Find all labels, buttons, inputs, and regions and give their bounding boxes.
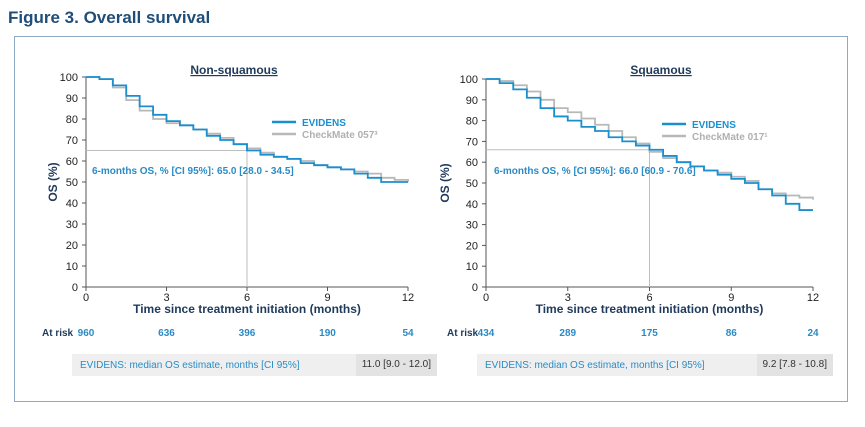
x-tick-label: 12 bbox=[402, 292, 414, 304]
at-risk-value: 434 bbox=[478, 328, 495, 339]
x-tick-label: 3 bbox=[163, 292, 169, 304]
y-tick-label: 60 bbox=[66, 156, 78, 168]
x-tick-label: 0 bbox=[483, 292, 489, 304]
y-tick-label: 10 bbox=[466, 261, 478, 273]
at-risk-value: 54 bbox=[402, 328, 414, 339]
y-tick-label: 90 bbox=[66, 93, 78, 105]
y-tick-label: 50 bbox=[466, 178, 478, 190]
figure-frame bbox=[14, 36, 848, 402]
legend-label-checkmate: CheckMate 017¹ bbox=[692, 132, 768, 143]
median-label: EVIDENS: median OS estimate, months [CI … bbox=[485, 360, 705, 371]
y-tick-label: 80 bbox=[466, 116, 478, 128]
legend-label-checkmate: CheckMate 057³ bbox=[302, 130, 378, 141]
legend-label-evidens: EVIDENS bbox=[692, 120, 736, 131]
legend-label-evidens: EVIDENS bbox=[302, 118, 346, 129]
y-tick-label: 40 bbox=[66, 198, 78, 210]
y-tick-label: 50 bbox=[66, 177, 78, 189]
y-tick-label: 30 bbox=[466, 220, 478, 232]
at-risk-value: 289 bbox=[559, 328, 576, 339]
six-month-os-annotation: 6-months OS, % [CI 95%]: 66.0 [60.9 - 70… bbox=[494, 166, 696, 177]
y-tick-label: 80 bbox=[66, 114, 78, 126]
y-tick-label: 20 bbox=[66, 240, 78, 252]
evidens-curve bbox=[486, 78, 813, 211]
x-axis-label: Time since treatment initiation (months) bbox=[133, 302, 361, 316]
x-tick-label: 12 bbox=[807, 292, 819, 304]
y-tick-label: 70 bbox=[466, 136, 478, 148]
median-box-squamous: EVIDENS: median OS estimate, months [CI … bbox=[477, 354, 833, 376]
y-tick-label: 30 bbox=[66, 219, 78, 231]
at-risk-label: At risk bbox=[42, 328, 74, 339]
median-value: 11.0 [9.0 - 12.0] bbox=[355, 354, 437, 376]
x-tick-label: 9 bbox=[324, 292, 330, 304]
panel-title: Squamous bbox=[630, 63, 692, 77]
at-risk-label: At risk bbox=[447, 328, 479, 339]
x-axis-label: Time since treatment initiation (months) bbox=[536, 302, 764, 316]
at-risk-value: 190 bbox=[319, 328, 336, 339]
x-tick-label: 6 bbox=[646, 292, 652, 304]
y-tick-label: 40 bbox=[466, 199, 478, 211]
x-tick-label: 0 bbox=[83, 292, 89, 304]
median-value: 9.2 [7.8 - 10.8] bbox=[756, 354, 833, 376]
y-tick-label: 100 bbox=[60, 72, 78, 84]
at-risk-value: 86 bbox=[726, 328, 738, 339]
y-tick-label: 0 bbox=[72, 282, 78, 294]
panel-title: Non-squamous bbox=[190, 63, 278, 77]
y-tick-label: 0 bbox=[472, 282, 478, 294]
median-box-nonsquamous: EVIDENS: median OS estimate, months [CI … bbox=[72, 354, 437, 376]
y-tick-label: 100 bbox=[460, 74, 478, 86]
y-axis-label: OS (%) bbox=[46, 162, 60, 201]
at-risk-value: 960 bbox=[78, 328, 95, 339]
evidens-curve bbox=[86, 76, 408, 183]
median-label: EVIDENS: median OS estimate, months [CI … bbox=[80, 360, 300, 371]
figure-title: Figure 3. Overall survival bbox=[8, 8, 211, 27]
x-tick-label: 3 bbox=[565, 292, 571, 304]
y-tick-label: 60 bbox=[466, 157, 478, 169]
y-axis-label: OS (%) bbox=[438, 163, 452, 202]
y-tick-label: 20 bbox=[466, 240, 478, 252]
x-tick-label: 9 bbox=[728, 292, 734, 304]
y-tick-label: 70 bbox=[66, 135, 78, 147]
at-risk-value: 24 bbox=[807, 328, 819, 339]
at-risk-value: 636 bbox=[158, 328, 175, 339]
at-risk-value: 175 bbox=[641, 328, 658, 339]
six-month-os-annotation: 6-months OS, % [CI 95%]: 65.0 [28.0 - 34… bbox=[92, 166, 294, 177]
y-tick-label: 10 bbox=[66, 261, 78, 273]
x-tick-label: 6 bbox=[244, 292, 250, 304]
at-risk-value: 396 bbox=[239, 328, 256, 339]
y-tick-label: 90 bbox=[466, 95, 478, 107]
